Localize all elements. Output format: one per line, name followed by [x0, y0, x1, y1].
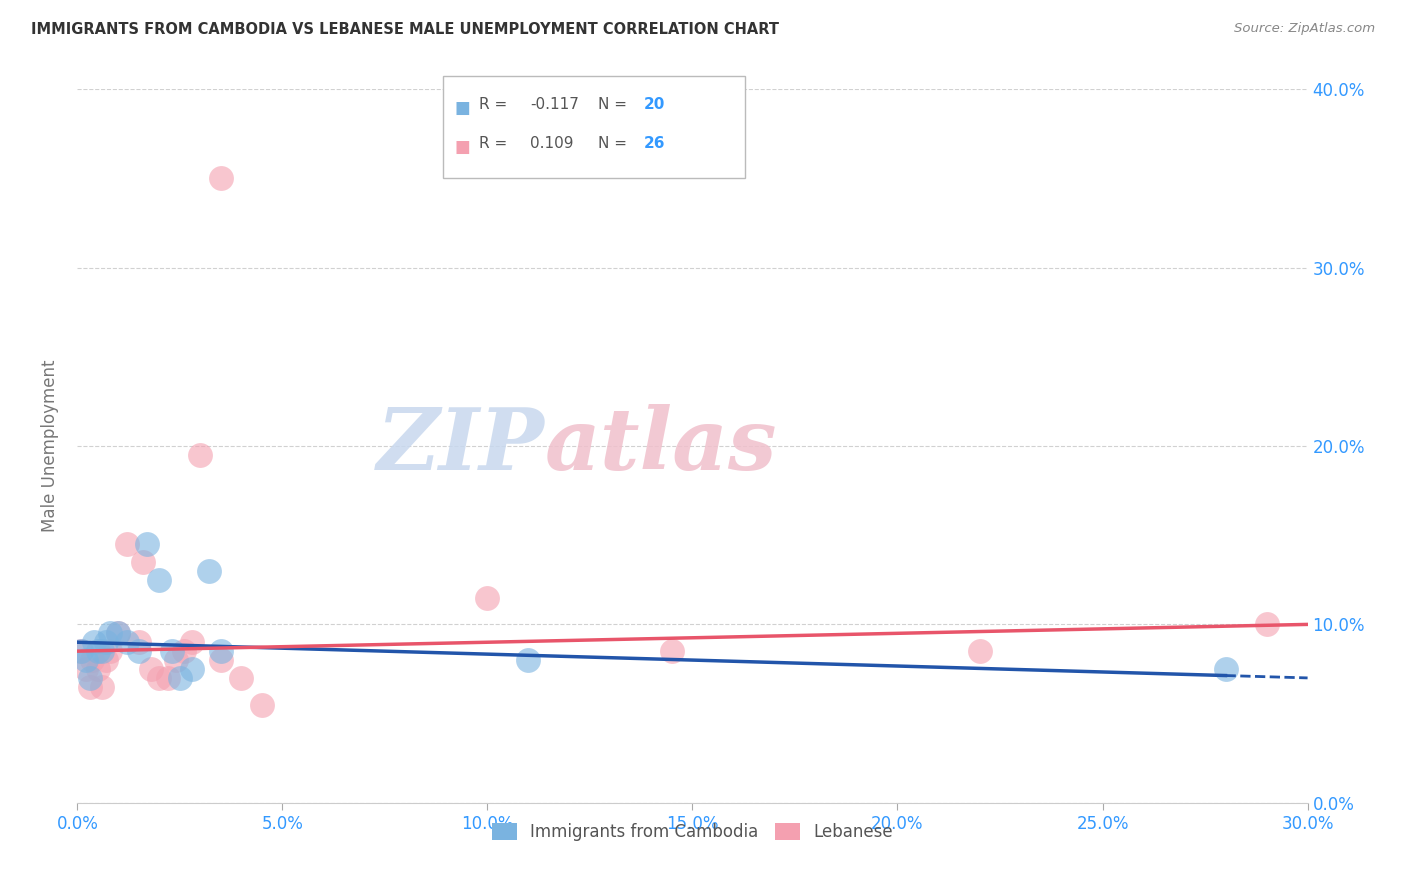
- Point: [1256, 617, 1278, 632]
- Point: [79, 680, 101, 694]
- Text: IMMIGRANTS FROM CAMBODIA VS LEBANESE MALE UNEMPLOYMENT CORRELATION CHART: IMMIGRANTS FROM CAMBODIA VS LEBANESE MAL…: [31, 22, 779, 37]
- Point: [477, 591, 499, 605]
- Text: -0.117: -0.117: [530, 97, 579, 112]
- Point: [75, 653, 97, 667]
- Text: atlas: atlas: [546, 404, 778, 488]
- Text: 0.109: 0.109: [530, 136, 574, 152]
- Point: [181, 662, 204, 676]
- Text: ZIP: ZIP: [377, 404, 546, 488]
- Text: 20: 20: [644, 97, 665, 112]
- Legend: Immigrants from Cambodia, Lebanese: Immigrants from Cambodia, Lebanese: [485, 816, 900, 848]
- Text: ■: ■: [454, 99, 470, 117]
- Text: 26: 26: [644, 136, 665, 152]
- Point: [209, 644, 232, 658]
- Point: [94, 653, 117, 667]
- Text: N =: N =: [598, 97, 631, 112]
- Point: [1215, 662, 1237, 676]
- Point: [165, 653, 187, 667]
- Point: [70, 644, 93, 658]
- Point: [169, 671, 191, 685]
- Point: [156, 671, 179, 685]
- Point: [250, 698, 273, 712]
- Point: [98, 644, 121, 658]
- Point: [94, 635, 117, 649]
- Point: [115, 635, 138, 649]
- Point: [188, 448, 212, 462]
- Text: ■: ■: [454, 138, 470, 156]
- Point: [80, 653, 103, 667]
- Point: [87, 644, 110, 658]
- Y-axis label: Male Unemployment: Male Unemployment: [41, 359, 59, 533]
- Point: [160, 644, 183, 658]
- Point: [107, 626, 129, 640]
- Point: [197, 564, 219, 578]
- Text: R =: R =: [479, 97, 513, 112]
- Point: [98, 626, 121, 640]
- Point: [136, 537, 159, 551]
- Point: [231, 671, 253, 685]
- Point: [173, 644, 195, 658]
- Point: [181, 635, 204, 649]
- Point: [115, 537, 138, 551]
- Point: [209, 653, 232, 667]
- Point: [209, 171, 232, 186]
- Point: [128, 635, 150, 649]
- Point: [969, 644, 991, 658]
- Point: [79, 671, 101, 685]
- Point: [87, 662, 110, 676]
- Point: [107, 626, 129, 640]
- Point: [128, 644, 150, 658]
- Point: [83, 635, 105, 649]
- Point: [90, 644, 114, 658]
- Point: [148, 671, 170, 685]
- Point: [661, 644, 683, 658]
- Text: R =: R =: [479, 136, 513, 152]
- Text: Source: ZipAtlas.com: Source: ZipAtlas.com: [1234, 22, 1375, 36]
- Point: [517, 653, 540, 667]
- Point: [90, 680, 114, 694]
- Point: [148, 573, 170, 587]
- Point: [70, 644, 93, 658]
- Point: [75, 662, 97, 676]
- Point: [141, 662, 163, 676]
- Text: N =: N =: [598, 136, 631, 152]
- Point: [132, 555, 155, 569]
